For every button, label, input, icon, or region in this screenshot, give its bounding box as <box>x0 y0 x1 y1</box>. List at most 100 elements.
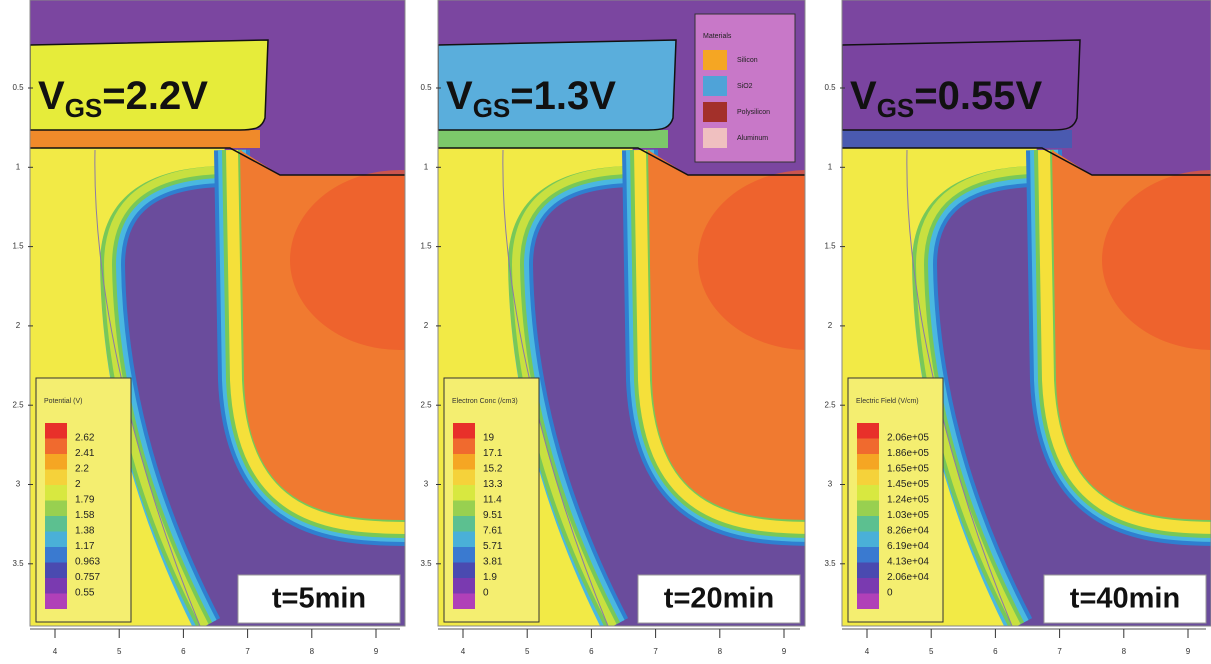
y-tick-label: 0.5 <box>824 83 836 92</box>
x-tick-label: 7 <box>653 647 658 656</box>
vgs-label: VGS=1.3V <box>446 74 616 123</box>
time-box <box>1043 574 1207 624</box>
y-tick-label: 2.5 <box>420 400 432 409</box>
vgs-rest: =0.55V <box>914 74 1042 118</box>
legend-label: 3.81 <box>483 557 503 568</box>
x-tick-label: 6 <box>993 647 998 656</box>
time-label: t=5min <box>272 583 366 615</box>
legend-swatch <box>453 438 475 454</box>
panel: VGS=0.55V t=40min Electric Field (V/cm) 2.0… <box>824 0 1211 656</box>
legend-swatch <box>45 500 67 516</box>
y-tick-label: 2 <box>424 321 429 330</box>
legend-label: 4.13e+04 <box>887 557 929 568</box>
legend-swatch <box>857 531 879 547</box>
y-tick-label: 0.5 <box>420 83 432 92</box>
legend-swatch <box>453 593 475 609</box>
material-label: Aluminum <box>737 135 768 142</box>
material-swatch <box>703 76 727 96</box>
x-tick-label: 5 <box>525 647 530 656</box>
x-tick-label: 7 <box>245 647 250 656</box>
time-box <box>237 574 401 624</box>
legend-swatch <box>45 547 67 563</box>
vgs-label: VGS=2.2V <box>38 74 208 123</box>
legend-label: 1.9 <box>483 572 497 583</box>
vgs-label: VGS=0.55V <box>850 74 1042 123</box>
legend-label: 1.58 <box>75 510 95 521</box>
y-tick-label: 3 <box>424 480 429 489</box>
legend-label: 5.71 <box>483 541 503 552</box>
legend-swatch <box>857 547 879 563</box>
legend-label: 15.2 <box>483 464 503 475</box>
legend-label: 1.86e+05 <box>887 448 929 459</box>
legend-label: 9.51 <box>483 510 503 521</box>
legend-label: 2 <box>75 479 81 490</box>
panel: VGS=2.2V t=5min Potential (V) 2.62 2.41 2.2 2 1… <box>12 0 406 656</box>
vgs-v: V <box>850 74 877 118</box>
legend-label: 1.38 <box>75 526 95 537</box>
field <box>438 0 805 626</box>
vgs-rest: =1.3V <box>510 74 616 118</box>
y-tick-label: 0.5 <box>12 83 24 92</box>
band <box>634 149 805 534</box>
y-tick-label: 2 <box>16 321 21 330</box>
oxide <box>842 130 1072 148</box>
gate <box>30 39 269 131</box>
legend-label: 13.3 <box>483 479 503 490</box>
materials-legend: Materials Silicon SiO2 Polysilicon Aluminum <box>694 13 796 163</box>
x-tick-label: 8 <box>310 647 315 656</box>
x-tick-label: 6 <box>181 647 186 656</box>
material-label: Polysilicon <box>737 109 770 116</box>
x-tick-label: 4 <box>865 647 870 656</box>
band <box>226 149 405 534</box>
time-label: t=20min <box>664 583 774 615</box>
legend-swatch <box>45 578 67 594</box>
x-tick-label: 6 <box>589 647 594 656</box>
legend-label: 17.1 <box>483 448 503 459</box>
y-tick-label: 3.5 <box>824 559 836 568</box>
oxide <box>30 130 260 148</box>
frame <box>437 0 806 627</box>
gate <box>438 39 677 131</box>
legend-label: 2.41 <box>75 448 95 459</box>
legend-swatch <box>857 438 879 454</box>
legend-label: 0.963 <box>75 557 100 568</box>
legend-title: Electric Field (V/cm) <box>856 398 919 405</box>
legend-label: 2.06e+05 <box>887 433 929 444</box>
frame <box>841 0 1211 627</box>
legend-swatch <box>453 531 475 547</box>
legend-label: 0 <box>887 588 893 599</box>
frame <box>29 0 406 627</box>
legend-label: 1.24e+05 <box>887 495 929 506</box>
legend-swatch <box>45 438 67 454</box>
vgs-sub: GS <box>473 93 511 123</box>
legend-swatch <box>857 500 879 516</box>
band <box>915 149 1041 626</box>
x-tick-label: 4 <box>461 647 466 656</box>
y-tick-label: 1 <box>16 162 21 171</box>
x-tick-label: 9 <box>782 647 787 656</box>
legend-swatch <box>857 578 879 594</box>
legend-label: 0.757 <box>75 572 100 583</box>
material-swatch <box>703 128 727 148</box>
legend-swatch <box>45 562 67 578</box>
legend-label: 1.79 <box>75 495 95 506</box>
band <box>1038 149 1211 534</box>
drain-core <box>698 170 805 350</box>
legend-swatch <box>45 485 67 501</box>
legend-swatch <box>453 562 475 578</box>
legend-swatch <box>45 469 67 485</box>
legend-label: 1.45e+05 <box>887 479 929 490</box>
legend-swatch <box>453 454 475 470</box>
surface <box>842 147 1211 176</box>
y-tick-label: 2.5 <box>12 400 24 409</box>
legend-label: 2.2 <box>75 464 89 475</box>
legend-label: 11.4 <box>483 495 502 506</box>
legend-swatch <box>45 593 67 609</box>
x-tick-label: 8 <box>718 647 723 656</box>
time-box <box>637 574 801 624</box>
legend-title: Electron Conc (/cm3) <box>452 398 518 405</box>
legend-label: 7.61 <box>483 526 503 537</box>
legend-title: Potential (V) <box>44 398 83 405</box>
legend-swatch <box>453 500 475 516</box>
